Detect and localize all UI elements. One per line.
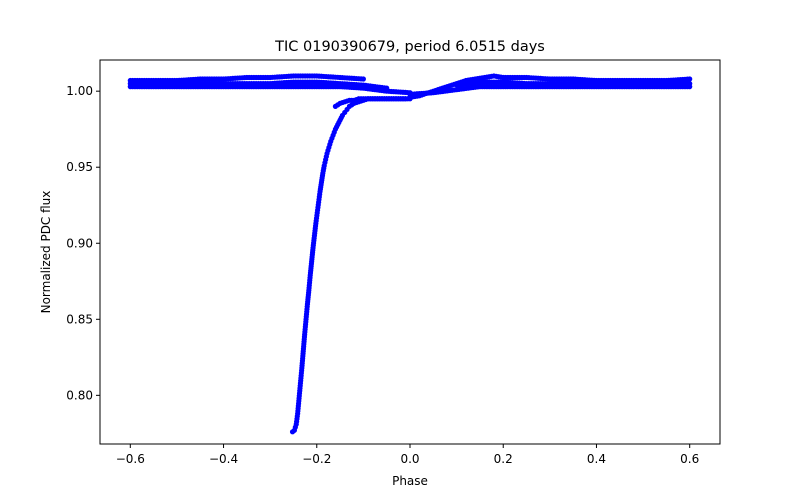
y-tick-label: 0.95 — [66, 160, 93, 174]
x-tick-label: 0.0 — [400, 452, 419, 466]
series-2 — [127, 84, 413, 96]
x-tick-label: −0.4 — [209, 452, 238, 466]
series-3 — [289, 96, 408, 435]
y-axis-label: Normalized PDC flux — [39, 191, 53, 314]
y-tick-label: 0.80 — [66, 388, 93, 402]
x-tick-label: −0.6 — [116, 452, 145, 466]
data-points — [127, 73, 693, 435]
plot-area-frame — [99, 59, 721, 445]
chart-title: TIC 0190390679, period 6.0515 days — [274, 39, 545, 55]
y-tick-label: 0.85 — [66, 312, 93, 326]
x-tick-label: 0.6 — [680, 452, 699, 466]
x-tick-label: 0.4 — [587, 452, 606, 466]
y-tick-label: 1.00 — [66, 84, 93, 98]
y-axis: 0.80 0.85 0.90 0.95 1.00 — [66, 84, 100, 402]
series-7 — [454, 79, 693, 88]
x-axis-label: Phase — [392, 474, 428, 488]
x-axis: −0.6 −0.4 −0.2 0.0 0.2 0.4 0.6 — [116, 444, 699, 466]
series-4 — [332, 96, 413, 109]
y-tick-label: 0.90 — [66, 236, 93, 250]
series-8 — [407, 84, 693, 97]
x-tick-label: −0.2 — [302, 452, 331, 466]
x-tick-label: 0.2 — [494, 452, 513, 466]
data-point — [360, 76, 366, 82]
data-point — [687, 76, 693, 82]
data-point — [687, 84, 693, 90]
